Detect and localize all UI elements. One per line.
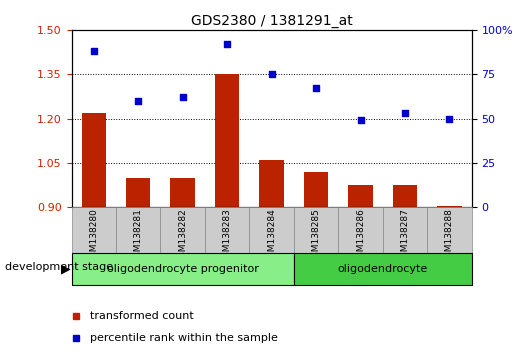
Bar [259, 160, 284, 207]
Point [223, 41, 232, 47]
Bar [348, 185, 373, 207]
Bar [304, 172, 328, 207]
Text: transformed count: transformed count [90, 311, 193, 321]
Title: GDS2380 / 1381291_at: GDS2380 / 1381291_at [191, 14, 352, 28]
Text: GSM138281: GSM138281 [134, 209, 143, 263]
Bar [294, 207, 338, 253]
Point [267, 72, 276, 77]
Text: GSM138280: GSM138280 [89, 209, 98, 263]
Text: ▶: ▶ [61, 263, 70, 275]
Bar [383, 207, 427, 253]
Text: GSM138283: GSM138283 [223, 209, 232, 263]
Text: oligodendrocyte: oligodendrocyte [338, 264, 428, 274]
Bar [393, 185, 417, 207]
Bar [215, 74, 240, 207]
Bar [338, 207, 383, 253]
Text: oligodendrocyte progenitor: oligodendrocyte progenitor [107, 264, 259, 274]
Bar [161, 207, 205, 253]
Text: GSM138282: GSM138282 [178, 209, 187, 263]
Bar [72, 207, 116, 253]
Text: GSM138287: GSM138287 [401, 209, 410, 263]
Bar [126, 178, 151, 207]
Point [401, 110, 409, 116]
Text: percentile rank within the sample: percentile rank within the sample [90, 332, 277, 343]
Bar [72, 253, 294, 285]
Bar [437, 206, 462, 207]
Text: GSM138288: GSM138288 [445, 209, 454, 263]
Bar [82, 113, 106, 207]
Point [312, 86, 320, 91]
Point [134, 98, 143, 104]
Bar [294, 253, 472, 285]
Bar [116, 207, 161, 253]
Text: GSM138285: GSM138285 [312, 209, 321, 263]
Point [356, 118, 365, 123]
Bar [205, 207, 250, 253]
Text: GSM138284: GSM138284 [267, 209, 276, 263]
Bar [171, 178, 195, 207]
Text: GSM138286: GSM138286 [356, 209, 365, 263]
Point [179, 95, 187, 100]
Bar [427, 207, 472, 253]
Point [445, 116, 454, 121]
Text: development stage: development stage [5, 262, 113, 272]
Point [90, 48, 98, 54]
Bar [250, 207, 294, 253]
